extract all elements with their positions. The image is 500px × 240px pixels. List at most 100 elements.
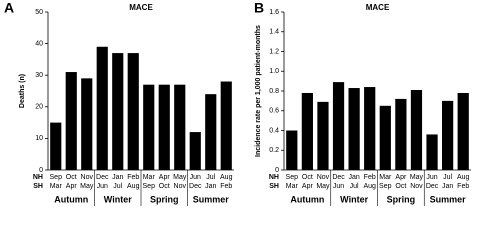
x-tick-label-sh: Dec <box>426 183 439 190</box>
y-tick-label: 10 <box>35 135 43 142</box>
bar <box>50 122 62 170</box>
x-tick-label: Jan <box>112 174 123 181</box>
x-tick-label: Aug <box>220 174 233 181</box>
x-tick-label: Nov <box>317 174 330 181</box>
bar <box>301 92 313 170</box>
bar <box>348 88 360 170</box>
x-tick-label-sh: Jan <box>442 183 453 190</box>
bar <box>426 134 438 170</box>
group-label: Autumn <box>290 194 324 204</box>
group-label: Winter <box>104 194 132 204</box>
bar <box>81 78 93 170</box>
x-tick-label-sh: Aug <box>127 183 140 190</box>
y-tick-label: 1.0 <box>269 68 279 75</box>
x-tick-label-sh: Mar <box>286 183 299 190</box>
panel-letter: B <box>254 0 264 16</box>
panel-letter: A <box>4 0 14 16</box>
x-tick-label: Feb <box>364 174 376 181</box>
group-label: Spring <box>387 194 416 204</box>
x-tick-label: Jul <box>206 174 215 181</box>
y-tick-label: 40 <box>35 40 43 47</box>
x-tick-label-sh: Jul <box>350 183 359 190</box>
x-tick-label: Sep <box>286 174 299 181</box>
x-tick-label: Apr <box>159 174 171 181</box>
x-tick-label: Jul <box>443 174 452 181</box>
x-tick-label: Jun <box>426 174 437 181</box>
bar <box>364 87 376 170</box>
bar <box>127 53 139 170</box>
bar <box>143 84 155 170</box>
chart-title: MACE <box>129 3 153 12</box>
row-label: NH <box>33 174 43 181</box>
chart-title: MACE <box>366 3 390 12</box>
x-tick-label-sh: Jul <box>113 183 122 190</box>
x-tick-label-sh: Nov <box>410 183 423 190</box>
bar <box>457 92 469 170</box>
x-tick-label-sh: May <box>80 183 94 190</box>
group-label: Spring <box>150 194 179 204</box>
x-tick-label-sh: Mar <box>50 183 63 190</box>
x-tick-label-sh: Jun <box>97 183 108 190</box>
y-tick-label: 1.6 <box>269 9 279 16</box>
y-axis-label: Incidence rate per 1,000 patient-months <box>255 25 262 157</box>
bar <box>205 94 217 170</box>
group-label: Summer <box>430 194 467 204</box>
y-tick-label: 1.2 <box>269 48 279 55</box>
group-label: Winter <box>340 194 368 204</box>
bar <box>379 105 391 170</box>
x-tick-label: Jun <box>190 174 201 181</box>
x-tick-label-sh: Feb <box>220 183 232 190</box>
bar <box>112 53 124 170</box>
bar <box>96 46 108 171</box>
x-tick-label-sh: Jun <box>333 183 344 190</box>
y-tick-label: 0.8 <box>269 88 279 95</box>
bar <box>410 90 423 170</box>
group-label: Autumn <box>54 194 88 204</box>
x-tick-label-sh: Dec <box>189 183 202 190</box>
x-tick-label: Feb <box>127 174 139 181</box>
x-tick-label-sh: Feb <box>457 183 469 190</box>
y-tick-label: 0 <box>39 167 43 174</box>
x-tick-label: Nov <box>81 174 94 181</box>
y-tick-label: 0.2 <box>269 147 279 154</box>
x-tick-label: May <box>173 174 187 181</box>
y-tick-label: 0 <box>275 167 279 174</box>
x-tick-label-sh: Oct <box>159 183 170 190</box>
y-tick-label: 30 <box>35 72 43 79</box>
x-tick-label-sh: Sep <box>143 183 156 190</box>
x-tick-label: Mar <box>143 174 156 181</box>
y-axis-label: Deaths (n) <box>19 74 26 108</box>
x-tick-label: Aug <box>457 174 470 181</box>
bar <box>442 100 454 170</box>
bar <box>286 130 298 170</box>
bar <box>189 132 201 170</box>
x-tick-label-sh: Nov <box>174 183 187 190</box>
x-tick-label-sh: Apr <box>66 183 78 190</box>
x-tick-label-sh: Oct <box>395 183 406 190</box>
bar <box>158 84 170 170</box>
y-tick-label: 0.4 <box>269 127 279 134</box>
x-tick-label: Dec <box>96 174 109 181</box>
x-tick-label: May <box>410 174 424 181</box>
bar <box>332 82 345 170</box>
bar <box>395 98 407 170</box>
y-tick-label: 20 <box>35 104 43 111</box>
row-label: SH <box>269 183 279 190</box>
x-tick-label: Oct <box>66 174 77 181</box>
x-tick-label-sh: Aug <box>363 183 376 190</box>
row-label: SH <box>33 183 43 190</box>
x-tick-label: Oct <box>302 174 313 181</box>
x-tick-label: Dec <box>332 174 345 181</box>
x-tick-label-sh: May <box>316 183 330 190</box>
x-tick-label: Apr <box>395 174 407 181</box>
x-tick-label: Jan <box>348 174 359 181</box>
x-tick-label: Mar <box>379 174 392 181</box>
bar <box>220 81 232 170</box>
x-tick-label-sh: Jan <box>205 183 216 190</box>
y-tick-label: 1.4 <box>269 29 279 36</box>
bar <box>317 101 329 170</box>
y-tick-label: 50 <box>35 9 43 16</box>
x-tick-label: Sep <box>50 174 63 181</box>
row-label: NH <box>269 174 279 181</box>
